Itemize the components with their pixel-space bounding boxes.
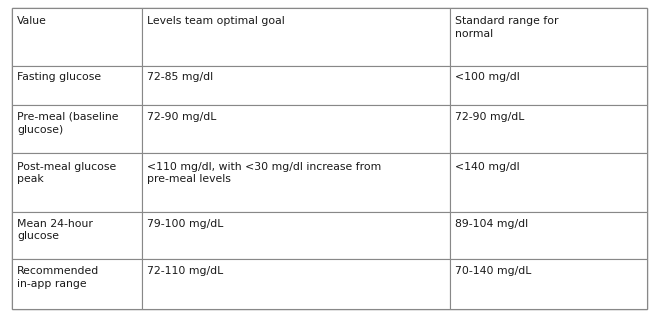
Bar — [450, 259, 647, 309]
Bar — [12, 67, 142, 105]
Text: Post-meal glucose
peak: Post-meal glucose peak — [17, 162, 117, 184]
Bar — [142, 105, 450, 153]
Text: 72-85 mg/dl: 72-85 mg/dl — [148, 72, 214, 82]
Bar — [450, 153, 647, 212]
Bar — [142, 8, 450, 67]
Text: Fasting glucose: Fasting glucose — [17, 72, 101, 82]
Text: Mean 24-hour
glucose: Mean 24-hour glucose — [17, 219, 93, 242]
Bar — [12, 153, 142, 212]
Text: Recommended
in-app range: Recommended in-app range — [17, 266, 100, 289]
Text: Value: Value — [17, 16, 47, 26]
Text: <140 mg/dl: <140 mg/dl — [455, 162, 520, 172]
Bar — [142, 153, 450, 212]
Bar — [450, 105, 647, 153]
Text: 79-100 mg/dL: 79-100 mg/dL — [148, 219, 224, 229]
Bar — [142, 259, 450, 309]
Text: 72-90 mg/dL: 72-90 mg/dL — [455, 112, 525, 122]
Bar — [142, 67, 450, 105]
Bar — [12, 212, 142, 259]
Text: <110 mg/dl, with <30 mg/dl increase from
pre-meal levels: <110 mg/dl, with <30 mg/dl increase from… — [148, 162, 382, 184]
Bar — [12, 259, 142, 309]
Bar — [142, 212, 450, 259]
Bar — [450, 8, 647, 67]
Text: 72-90 mg/dL: 72-90 mg/dL — [148, 112, 217, 122]
Bar — [450, 212, 647, 259]
Text: <100 mg/dl: <100 mg/dl — [455, 72, 520, 82]
Text: 89-104 mg/dl: 89-104 mg/dl — [455, 219, 529, 229]
Bar — [12, 8, 142, 67]
Bar — [12, 105, 142, 153]
Bar — [450, 67, 647, 105]
Text: Standard range for
normal: Standard range for normal — [455, 16, 559, 39]
Text: Levels team optimal goal: Levels team optimal goal — [148, 16, 285, 26]
Text: Pre-meal (baseline
glucose): Pre-meal (baseline glucose) — [17, 112, 119, 134]
Text: 70-140 mg/dL: 70-140 mg/dL — [455, 266, 532, 276]
Text: 72-110 mg/dL: 72-110 mg/dL — [148, 266, 223, 276]
